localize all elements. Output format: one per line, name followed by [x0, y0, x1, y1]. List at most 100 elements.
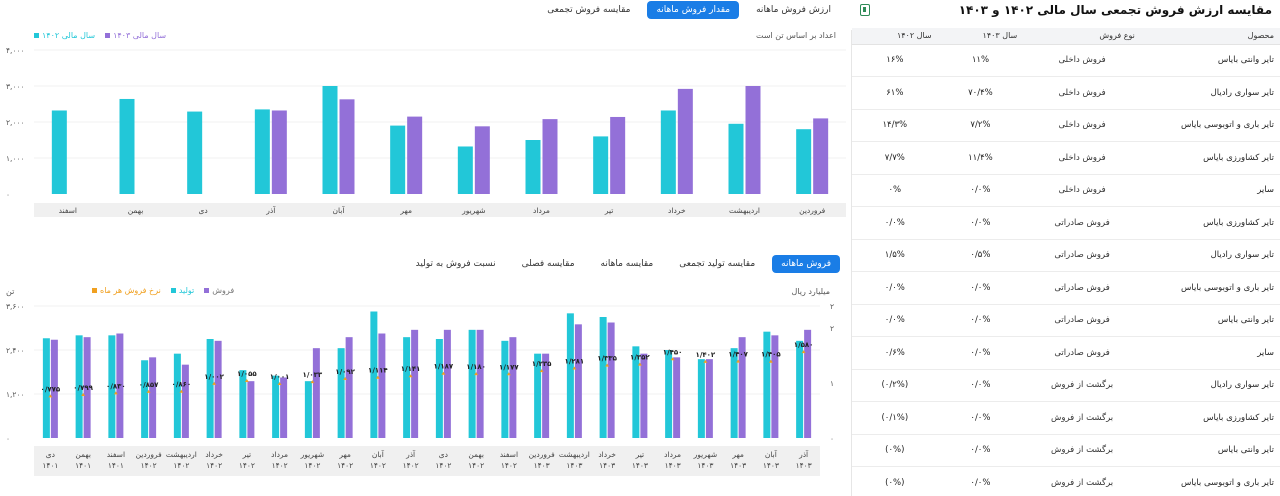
cell-product: تایر وانتی بایاس [1140, 304, 1280, 337]
cell-sale-type: فروش صادراتی [1023, 304, 1141, 337]
tab-cumulative-production[interactable]: مقایسه تولید تجمعی [679, 259, 756, 269]
x-tick-label: آبان [333, 205, 346, 215]
bar-sales [50, 339, 58, 438]
bar-1403 [745, 86, 761, 194]
x-tick-label: اردیبهشت [729, 206, 760, 215]
x-tick-label: مهر [399, 206, 412, 215]
cell-1403: ۱۱/۴% [937, 141, 1024, 175]
cell-product: تایر سواری رادیال [1140, 76, 1280, 110]
tab-sales-production-ratio[interactable]: نسبت فروش به تولید [415, 259, 496, 269]
cell-1402: ۰% [852, 174, 938, 207]
x-tick-label: ۱۴۰۳ [763, 461, 779, 470]
x-tick-label: ۱۴۰۳ [599, 461, 615, 470]
cell-1403: ۷/۲% [937, 109, 1024, 142]
bar-1402 [322, 86, 338, 194]
x-tick-label: ۱۴۰۱ [42, 461, 58, 470]
tab-cumulative-compare[interactable]: مقایسه فروش تجمعی [547, 5, 631, 15]
bar-production [566, 313, 574, 438]
bar-production [272, 375, 280, 438]
bar-sales [673, 357, 681, 438]
legend-item-rate[interactable]: نرخ فروش هر ماه [92, 286, 161, 295]
col-product[interactable]: محصول [1140, 28, 1280, 45]
bar-1402 [187, 111, 203, 194]
bar-production [599, 317, 607, 438]
table-row: تایر سواری رادیال فروش داخلی ۷۰/۴% ۶۱% [852, 76, 1280, 110]
cell-sale-type: برگشت از فروش [1023, 466, 1141, 496]
comparison-table: محصول نوع فروش سال ۱۴۰۳ سال ۱۴۰۲ تایر وا… [852, 28, 1280, 496]
bar-production [534, 353, 542, 438]
cell-1402: ۰/۰% [852, 206, 938, 240]
x-tick-label: شهریور [300, 450, 324, 459]
cell-1402: ۱۶% [852, 44, 938, 77]
legend-item-1402[interactable]: سال مالی ۱۴۰۲ [34, 31, 95, 40]
tab-monthly-sales[interactable]: فروش ماهانه [772, 255, 840, 273]
bar-sales [771, 335, 779, 438]
x-tick-label: اردیبهشت [559, 450, 590, 459]
x-tick-label: مرداد [664, 450, 681, 459]
rate-label: ۱/۲۳۵ [532, 360, 552, 368]
rate-marker-icon [375, 375, 380, 379]
x-tick-label: اردیبهشت [166, 450, 197, 459]
rate-marker-icon [572, 366, 577, 370]
table-row: تایر باری و اتوبوسی بایاس فروش صادراتی ۰/۰… [852, 271, 1280, 305]
x-tick-label: ۱۴۰۲ [272, 461, 288, 470]
rate-label: ۱/۳۵۲ [630, 354, 650, 362]
bar-sales [804, 329, 812, 438]
col-year-1403[interactable]: سال ۱۴۰۳ [937, 28, 1024, 45]
cell-product: تایر سواری رادیال [1140, 369, 1280, 402]
cell-sale-type: فروش داخلی [1023, 174, 1141, 207]
x-tick-label: فروردین [799, 206, 826, 215]
legend-swatch-icon [204, 288, 210, 293]
legend-item-sales[interactable]: فروش [204, 286, 234, 295]
x-axis-band [34, 203, 846, 217]
col-year-1402[interactable]: سال ۱۴۰۲ [852, 28, 938, 45]
tab-monthly-compare[interactable]: مقایسه ماهانه [600, 259, 654, 269]
cell-product: تایر کشاورزی بایاس [1140, 206, 1280, 240]
legend-item-1403[interactable]: سال مالی ۱۴۰۳ [105, 31, 166, 40]
rate-label: ۱/۰۹۲ [335, 368, 355, 376]
x-tick-label: اسفند [107, 450, 125, 459]
x-tick-label: آبان [372, 449, 385, 459]
charts-panel: ارزش فروش ماهانه مقدار فروش ماهانه مقایس… [6, 1, 846, 476]
bar-sales [607, 322, 615, 438]
cell-sale-type: برگشت از فروش [1023, 434, 1141, 467]
bar-production [239, 370, 247, 438]
x-tick-label: بهمن [128, 206, 144, 215]
table-row: تایر سواری رادیال فروش صادراتی ۰/۵% ۱/۵% [852, 239, 1280, 272]
x-tick-label: تیر [604, 206, 614, 215]
y-tick-label: ۳,۰۰۰ [6, 82, 25, 91]
x-tick-label: ۱۴۰۳ [730, 461, 746, 470]
bar-1403 [474, 126, 490, 194]
cell-product: تایر کشاورزی بایاس [1140, 401, 1280, 435]
top-bar-chart: ۰ ۱,۰۰۰ ۲,۰۰۰ ۳,۰۰۰ ۴,۰۰۰ فروردین اردیبهشت خردا… [6, 46, 846, 217]
cell-sale-type: فروش صادراتی [1023, 271, 1141, 305]
rate-label: ۰/۸۳۰ [106, 382, 126, 390]
tab-sales-amount[interactable]: مقدار فروش ماهانه [647, 1, 740, 19]
cell-sale-type: فروش داخلی [1023, 141, 1141, 175]
rate-label: ۱/۳۳۵ [597, 355, 617, 363]
cell-sale-type: فروش داخلی [1023, 44, 1141, 77]
x-tick-label: آذر [265, 205, 276, 215]
rate-marker-icon [474, 372, 479, 376]
bar-1402 [119, 98, 135, 194]
col-sale-type[interactable]: نوع فروش [1023, 28, 1141, 45]
x-tick-label: ۱۴۰۳ [665, 461, 681, 470]
x-tick-label: ۱۴۰۳ [566, 461, 582, 470]
cell-1402: (۰/۲%) [852, 369, 938, 402]
legend-item-production[interactable]: تولید [170, 286, 194, 295]
rate-marker-icon [179, 389, 184, 393]
x-tick-label: ۱۴۰۲ [403, 461, 419, 470]
x-tick-label: ۱۴۰۲ [173, 461, 189, 470]
bar-1402 [390, 125, 406, 194]
excel-icon[interactable] [860, 4, 870, 16]
rate-marker-icon [343, 376, 348, 380]
legend-label: سال مالی ۱۴۰۳ [113, 31, 167, 40]
bar-production [763, 331, 771, 438]
cell-1402: (۰/۱%) [852, 401, 938, 435]
bar-1403 [542, 119, 558, 194]
tab-seasonal-compare[interactable]: مقایسه فصلی [521, 259, 575, 269]
table-header-row: محصول نوع فروش سال ۱۴۰۳ سال ۱۴۰۲ [852, 28, 1280, 45]
tab-sales-value[interactable]: ارزش فروش ماهانه [756, 5, 831, 15]
y-tick-label: ۱,۰۰۰ [6, 154, 25, 163]
